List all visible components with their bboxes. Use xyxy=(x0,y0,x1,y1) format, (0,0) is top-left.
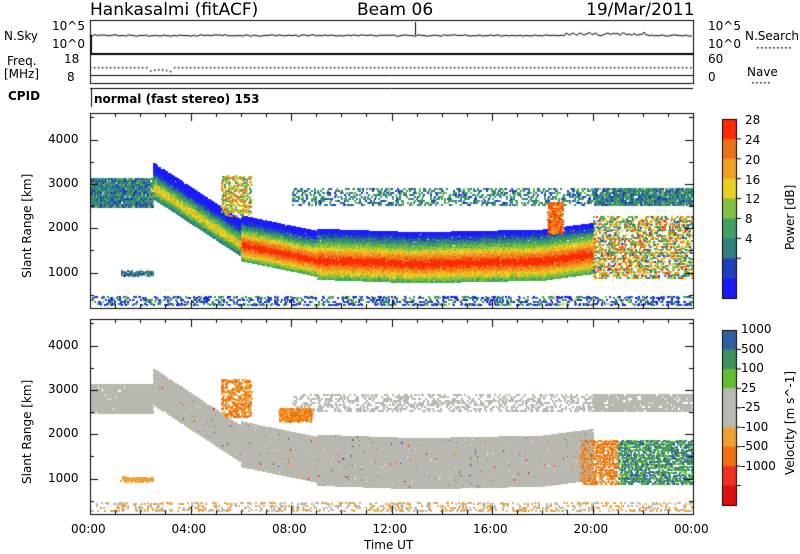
time-xtick-label: 04:00 xyxy=(171,522,207,536)
velocity-ytick-label: 2000 xyxy=(48,426,79,441)
nave-tick-top: 60 xyxy=(708,52,724,66)
nsearch-tick-bottom: 10^0 xyxy=(708,37,741,51)
time-xtick-label: 12:00 xyxy=(372,522,408,536)
velocity-colorbar-tick: 100 xyxy=(741,361,764,376)
velocity-colorbar-tick: 500 xyxy=(741,341,764,356)
power-ytick-label: 1000 xyxy=(48,264,79,279)
freq-tick-bottom: 8 xyxy=(67,70,75,84)
power-colorbar-tick: 20 xyxy=(745,152,761,167)
time-xtick-label: 00:00 xyxy=(674,522,709,536)
nsky-tick-top: 10^5 xyxy=(52,19,85,33)
time-xtick-label: 00:00 xyxy=(71,522,106,536)
velocity-colorbar-tick: -100 xyxy=(741,419,769,434)
velocity-colorbar-tick: -1000 xyxy=(741,458,776,473)
nave-tick-bottom: 0 xyxy=(708,70,716,84)
velocity-colorbar-tick: 25 xyxy=(741,380,757,395)
station-title: Hankasalmi (fitACF) xyxy=(90,0,259,20)
freq-unit: [MHz] xyxy=(4,67,40,81)
power-ytick-label: 3000 xyxy=(48,175,79,190)
power-ytick-label: 4000 xyxy=(48,131,79,146)
power-ylabel: Slant Range [km] xyxy=(20,173,34,278)
time-xtick-label: 20:00 xyxy=(573,522,609,536)
power-colorbar-tick: 16 xyxy=(745,172,761,187)
xlabel-time: Time UT xyxy=(364,538,414,552)
nsky-tick-bottom: 10^0 xyxy=(52,37,85,51)
power-colorbar-tick: 4 xyxy=(745,232,753,247)
velocity-ylabel: Slant Range [km] xyxy=(20,379,34,484)
power-ytick-label: 2000 xyxy=(48,220,79,235)
velocity-colorbar-tick: -25 xyxy=(741,400,761,415)
power-colorbar-tick: 12 xyxy=(745,192,761,207)
velocity-colorbar-tick: 1000 xyxy=(741,322,772,337)
freq-label: Freq. xyxy=(7,54,37,68)
beam-title: Beam 06 xyxy=(357,0,434,20)
power-colorbar-tick: 24 xyxy=(745,132,761,147)
velocity-colorbar-label: Velocity [m s^-1] xyxy=(783,370,797,475)
velocity-ytick-label: 3000 xyxy=(48,381,79,396)
power-colorbar-tick: 28 xyxy=(745,112,761,127)
power-colorbar-label: Power [dB] xyxy=(783,184,797,250)
velocity-ytick-label: 1000 xyxy=(48,470,79,485)
velocity-ytick-label: 4000 xyxy=(48,337,79,352)
nsearch-label: N.Search xyxy=(745,29,800,43)
nave-label: Nave xyxy=(747,65,778,79)
power-colorbar-tick: 8 xyxy=(745,212,753,227)
freq-tick-top: 18 xyxy=(64,52,80,66)
cpid-text: normal (fast stereo) 153 xyxy=(94,92,260,106)
nsky-label: N.Sky xyxy=(4,29,39,43)
nsearch-tick-top: 10^5 xyxy=(708,19,741,33)
time-xtick-label: 08:00 xyxy=(272,522,307,536)
cpid-label: CPID xyxy=(8,89,41,103)
velocity-colorbar-tick: -500 xyxy=(741,439,769,454)
date-title: 19/Mar/2011 xyxy=(586,0,695,20)
time-xtick-label: 16:00 xyxy=(473,522,508,536)
